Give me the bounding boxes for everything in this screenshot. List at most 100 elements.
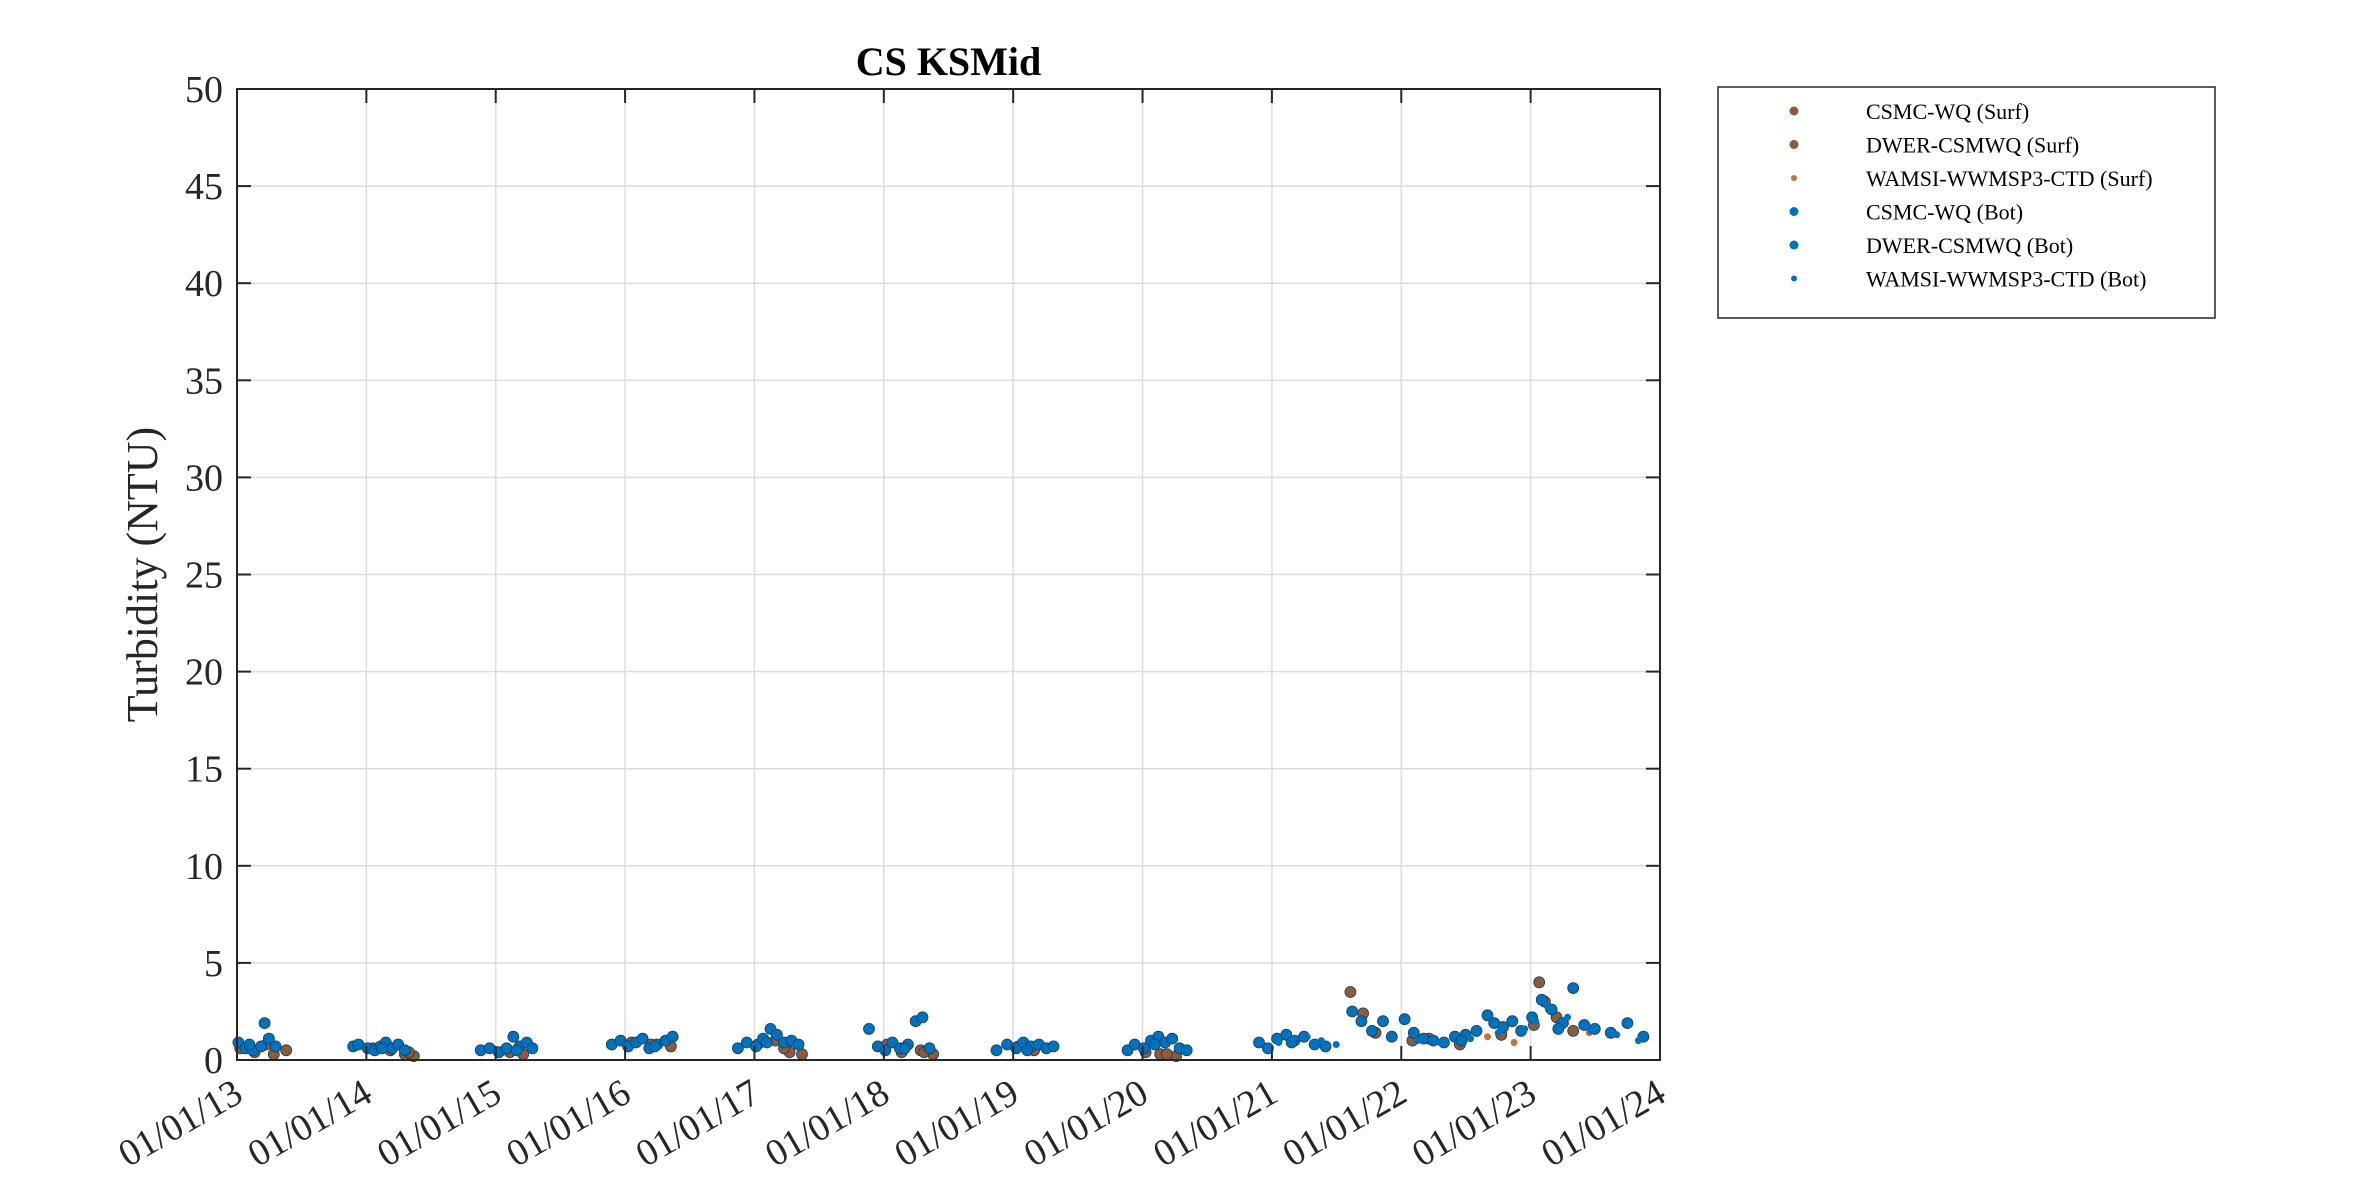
- data-point: [1436, 1039, 1444, 1046]
- data-point: [1552, 1023, 1565, 1035]
- data-point: [1470, 1025, 1483, 1037]
- data-point: [1398, 1013, 1411, 1026]
- legend-entry: DWER-CSMWQ (Surf): [1866, 133, 2079, 158]
- data-point: [636, 1032, 649, 1045]
- data-point: [1455, 1034, 1468, 1047]
- data-point: [1377, 1015, 1389, 1028]
- legend-marker: [1791, 275, 1797, 282]
- data-point: [1621, 1017, 1634, 1029]
- legend-marker: [1789, 240, 1799, 250]
- data-point: [666, 1030, 679, 1043]
- data-point: [1567, 982, 1580, 994]
- data-point: [1481, 1009, 1494, 1022]
- data-point: [1564, 1013, 1571, 1021]
- data-point: [990, 1044, 1003, 1057]
- data-point: [1317, 1037, 1325, 1045]
- data-point: [1138, 1042, 1150, 1055]
- data-point: [1346, 1005, 1359, 1018]
- data-point: [1634, 1037, 1642, 1045]
- chart-title: CS KSMid: [856, 39, 1042, 84]
- data-point: [1166, 1032, 1179, 1045]
- data-point: [916, 1011, 929, 1024]
- data-point: [1484, 1033, 1491, 1041]
- grid-lines: [237, 89, 1660, 1060]
- legend-items: CSMC-WQ (Surf) DWER-CSMWQ (Surf) WAMSI-WWM…: [1789, 99, 2153, 292]
- data-point: [1385, 1030, 1398, 1043]
- y-tick-label: 25: [185, 555, 223, 597]
- data-point: [648, 1040, 661, 1053]
- legend-marker: [1789, 140, 1799, 149]
- data-point: [262, 1032, 275, 1045]
- y-axis-label: Turbidity (NTU): [118, 427, 167, 722]
- y-tick-label: 20: [185, 652, 223, 694]
- data-point: [761, 1036, 773, 1049]
- legend-entry: CSMC-WQ (Surf): [1866, 99, 2029, 124]
- data-point: [376, 1042, 389, 1055]
- data-point: [1413, 1037, 1421, 1045]
- data-point: [510, 1044, 523, 1057]
- y-tick-label: 0: [204, 1040, 223, 1082]
- y-tick-label: 5: [204, 943, 223, 985]
- data-point: [1506, 1015, 1519, 1028]
- y-tick-label: 40: [185, 263, 223, 305]
- data-point: [1407, 1026, 1420, 1039]
- data-point: [732, 1042, 744, 1055]
- data-point: [771, 1028, 783, 1041]
- data-point: [1366, 1025, 1378, 1037]
- data-point: [1567, 1025, 1580, 1037]
- y-tick-label: 10: [185, 846, 223, 888]
- y-tick-label: 35: [185, 360, 223, 402]
- data-point: [1289, 1035, 1297, 1043]
- data-point: [1355, 1015, 1368, 1028]
- data-point: [863, 1023, 875, 1035]
- data-point: [898, 1042, 911, 1055]
- data-point: [1521, 1025, 1529, 1033]
- y-tick-label: 15: [185, 749, 223, 791]
- legend-entry: WAMSI-WWMSP3-CTD (Bot): [1866, 267, 2147, 292]
- data-point: [923, 1042, 936, 1055]
- data-point: [1253, 1036, 1265, 1049]
- data-point: [280, 1044, 293, 1057]
- data-point: [879, 1044, 892, 1057]
- data-points: [232, 976, 1650, 1062]
- data-point: [750, 1040, 762, 1053]
- data-point: [1180, 1044, 1193, 1057]
- data-point: [500, 1042, 513, 1055]
- data-point: [1543, 1002, 1551, 1010]
- legend-entry: DWER-CSMWQ (Bot): [1866, 233, 2073, 258]
- data-point: [1578, 1019, 1591, 1031]
- data-point: [258, 1017, 271, 1029]
- data-point: [1047, 1040, 1060, 1053]
- data-point: [1494, 1029, 1502, 1037]
- data-point: [1535, 993, 1548, 1006]
- data-point: [1533, 976, 1546, 989]
- data-point: [1532, 1017, 1540, 1025]
- legend: CSMC-WQ (Surf) DWER-CSMWQ (Surf) WAMSI-WWM…: [1717, 86, 2216, 319]
- data-point: [1467, 1035, 1474, 1043]
- data-point: [1587, 1027, 1595, 1035]
- data-point: [792, 1038, 805, 1051]
- data-point: [1148, 1038, 1161, 1051]
- data-point: [1497, 1021, 1509, 1033]
- data-point: [243, 1038, 256, 1051]
- data-point: [269, 1040, 282, 1053]
- data-point: [1613, 1031, 1621, 1039]
- legend-entry: CSMC-WQ (Bot): [1866, 200, 2023, 225]
- y-tick-label: 50: [185, 69, 223, 111]
- legend-box: [1717, 86, 2216, 319]
- y-tick-label: 30: [185, 457, 223, 499]
- data-point: [1021, 1044, 1034, 1057]
- data-point: [1332, 1041, 1340, 1048]
- legend-marker: [1791, 175, 1797, 181]
- legend-entry: WAMSI-WWMSP3-CTD (Surf): [1866, 166, 2153, 191]
- data-point: [398, 1044, 411, 1057]
- data-point: [507, 1030, 520, 1043]
- data-point: [1262, 1042, 1274, 1055]
- data-point: [1303, 1033, 1311, 1041]
- legend-marker: [1789, 207, 1799, 216]
- data-point: [1275, 1039, 1283, 1046]
- legend-marker: [1789, 106, 1799, 116]
- data-point: [255, 1040, 268, 1053]
- data-point: [1510, 1039, 1518, 1046]
